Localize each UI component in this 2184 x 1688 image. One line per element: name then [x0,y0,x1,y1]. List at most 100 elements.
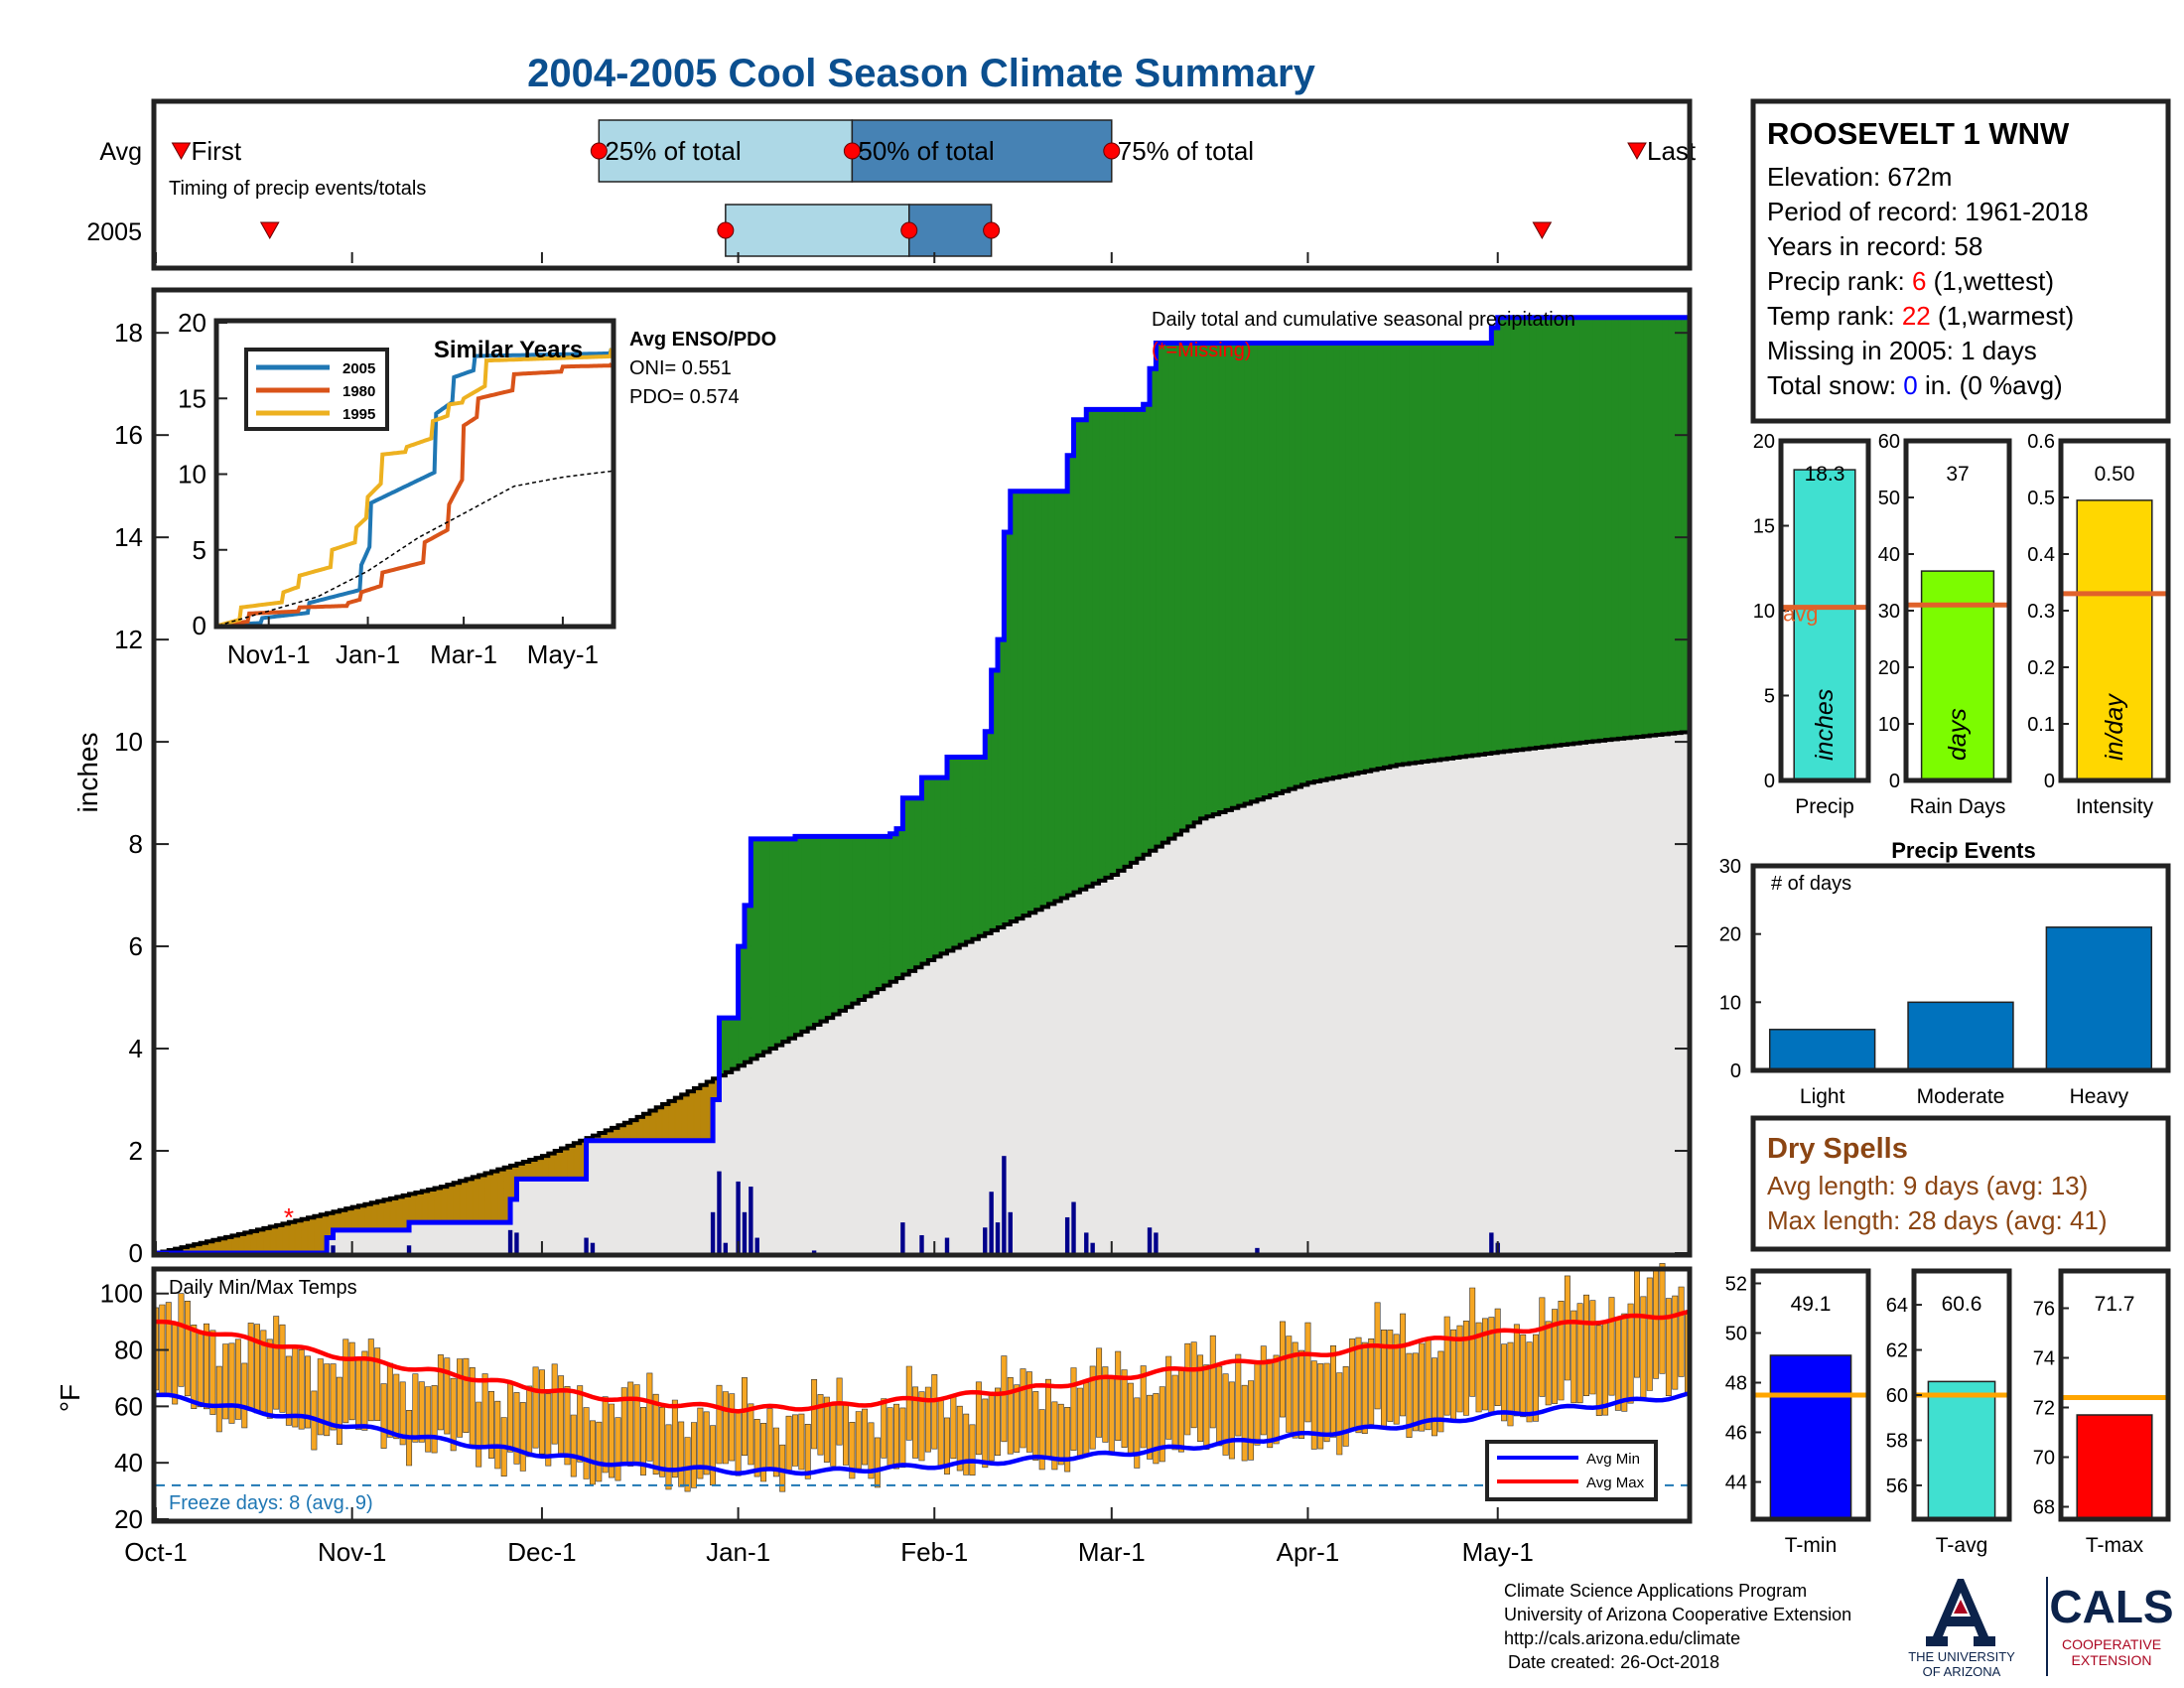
mini-chart-intensity: 0 0.1 0.2 0.3 0.4 0.5 0.6 0.50 in/day Intensity [2027,431,2171,818]
avg-cumulative-line [156,730,1690,1255]
inset-y-axis: 0 5 10 15 20 [178,308,227,640]
mini-chart-t-avg: 56 58 60 62 64 60.6 T-avg [1886,1268,2012,1557]
figure-title: 2004-2005 Cool Season Climate Summary [527,52,1315,95]
cals-logo-text: CALS [2049,1581,2173,1632]
daily-precip-bar [1002,1156,1007,1253]
mini-bar [2076,499,2153,781]
events-title: Precip Events [1891,838,2036,863]
inset-x-axis: Nov1-1 Jan-1 Mar-1 May-1 [227,617,599,669]
temp-ytick-label: 80 [114,1336,143,1365]
ua-logo: THE UNIVERSITY OF ARIZONA CALS COOPERATI… [1908,1577,2174,1679]
temp-rank-label: Temp rank: [1767,301,1902,331]
events-ytick-label: 10 [1719,992,1741,1014]
timing-label-p75: 75% of total [1118,136,1254,166]
station-years: Years in record: 58 [1767,231,1982,261]
mini-ytick-label: 58 [1886,1430,1908,1452]
daily-precip-bar [590,1242,596,1253]
daily-precip-bar [900,1222,905,1253]
mini-ytick-label: 10 [1753,601,1775,623]
daily-precip-bar [1084,1232,1089,1253]
daily-precip-bar [1008,1211,1013,1253]
mini-ytick-label: 68 [2033,1497,2055,1519]
temp-title: Daily Min/Max Temps [169,1277,357,1299]
temp-ytick-label: 20 [114,1504,143,1534]
dry-avg: Avg length: 9 days (avg: 13) [1767,1171,2088,1200]
timing-row-2005: 2005 [86,218,142,246]
event-bar-heavy [2045,926,2153,1071]
mini-chart-precip: 0 5 10 15 20 18.3 inches avg Precip [1753,431,1871,818]
freeze-days-label: Freeze days: 8 (avg. 9) [169,1492,373,1514]
daily-precip-bar [1154,1232,1159,1253]
pdo-value: PDO= 0.574 [629,386,740,408]
daily-precip-bar [919,1234,924,1253]
temp-legend-frame [1485,1440,1658,1501]
daily-precip-bar [983,1227,988,1253]
temp-ytick-label: 60 [114,1391,143,1421]
timing-p75-2005-marker [983,221,1001,239]
mini-value-label: 49.1 [1791,1293,1832,1316]
mini-category-label: Rain Days [1910,795,2006,818]
footer-line-4: Date created: 26-Oct-2018 [1508,1652,1719,1672]
mini-category-label: Precip [1795,795,1854,818]
mini-avg-label: avg [1783,602,1818,627]
station-missing: Missing in 2005: 1 days [1767,336,2037,365]
timing-label-p25: 25% of total [605,136,741,166]
cumulative-precip-panel: * 0 2 4 6 8 10 12 14 16 18 inches Daily total and… [72,287,1693,1268]
event-bar-light [1768,1029,1876,1071]
mini-category-label: T-max [2086,1534,2144,1557]
mini-unit-label: days [1944,708,1972,761]
timing-last-2005-marker [1532,221,1553,240]
main-ytick-label: 6 [129,931,143,961]
timing-first-2005-marker [259,221,280,240]
ua-a-logo-shape [1926,1579,1995,1646]
daily-precip-bar [514,1232,519,1253]
event-category-label: Moderate [1917,1085,2005,1108]
ua-logo-text-2: OF ARIZONA [1923,1664,2001,1679]
mini-ytick-label: 10 [1878,714,1900,736]
temp-ytick-label: 40 [114,1448,143,1477]
daily-precip-bar [749,1187,753,1253]
station-period: Period of record: 1961-2018 [1767,197,2089,226]
station-name: ROOSEVELT 1 WNW [1767,116,2070,151]
station-temp-rank: Temp rank: 22 (1,warmest) [1767,301,2074,331]
dry-max: Max length: 28 days (avg: 41) [1767,1205,2108,1235]
timing-label-first: First [192,136,242,166]
main-ytick-label: 10 [114,727,143,757]
legend-text-2005: 2005 [342,360,375,377]
inset-ytick-label: 20 [178,308,206,338]
mini-ytick-label: 0 [2044,771,2055,792]
events-frame [1750,863,2171,1073]
main-ytick-label: 12 [114,625,143,654]
inset-title: Similar Years [434,337,583,363]
mini-ytick-label: 64 [1886,1295,1908,1317]
mini-ytick-label: 70 [2033,1448,2055,1470]
daily-precip-bar [406,1245,412,1253]
mini-ytick-label: 46 [1725,1423,1747,1445]
timing-p50-avg-marker [843,142,861,160]
mini-category-label: T-avg [1936,1534,1988,1557]
legend-avg-min-text: Avg Min [1586,1451,1640,1468]
timing-row-avg: Avg [99,138,142,166]
station-frame [1750,98,2171,424]
daily-precip-bar [507,1229,513,1253]
main-ytick-label: 14 [114,522,143,552]
main-ylabel: inches [72,733,103,813]
mini-ytick-label: 0.3 [2027,601,2055,623]
event-category-label: Light [1800,1085,1845,1108]
timing-box-2005-q1 [725,204,910,257]
temp-legend: Avg Min Avg Max [1485,1440,1658,1501]
daily-precip-bar [717,1171,722,1253]
daily-precip-bar [1064,1216,1070,1253]
legend-avg-max-text: Avg Max [1586,1475,1645,1491]
mini-bar [1793,469,1856,781]
temp-ylabel: °F [55,1384,85,1412]
events-ylabel: # of days [1771,873,1851,895]
inset-ytick-label: 15 [178,383,206,413]
ua-logo-text-1: THE UNIVERSITY [1908,1649,2015,1664]
daily-precip-bar [331,1245,336,1253]
events-ytick-label: 30 [1719,856,1741,878]
legend-text-1995: 1995 [342,406,375,423]
footer-line-3: http://cals.arizona.edu/climate [1504,1628,1740,1648]
coop-logo-text-1: COOPERATIVE [2062,1636,2161,1652]
